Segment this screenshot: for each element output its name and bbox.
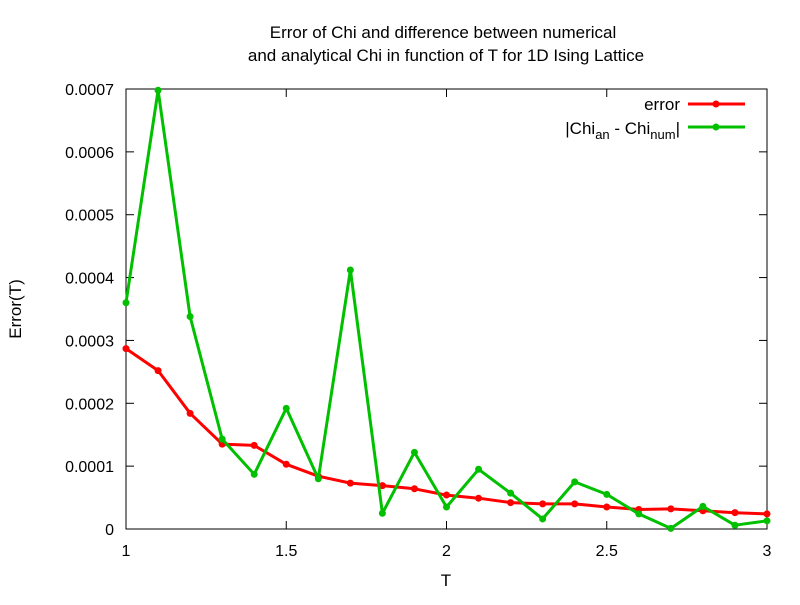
y-tick-label: 0.0006 — [65, 145, 114, 162]
legend-part-sub-num: num — [650, 127, 675, 142]
legend-label-chi-diff: |Chian - Chinum| — [565, 119, 680, 142]
legend-entry-chi-diff: |Chian - Chinum| — [565, 119, 745, 142]
data-point — [475, 494, 483, 502]
x-tick-label: 1 — [122, 543, 131, 560]
data-point — [763, 510, 771, 518]
x-tick-label: 3 — [763, 543, 772, 560]
data-point — [699, 502, 707, 510]
legend-marker-error — [712, 100, 720, 108]
legend-part-open: |Chi — [565, 119, 595, 138]
y-axis-ticks: 0 0.0001 0.0002 0.0003 0.0004 0.0005 0.0006 0.0… — [65, 82, 767, 539]
data-point — [154, 86, 162, 94]
data-point — [731, 509, 739, 517]
x-tick-label: 1.5 — [275, 543, 297, 560]
data-point — [635, 510, 643, 518]
legend-part-sub-an: an — [595, 127, 609, 142]
data-point — [186, 313, 194, 321]
legend-part-mid: - Chi — [610, 119, 651, 138]
data-point — [154, 367, 162, 375]
series-layer — [122, 86, 771, 532]
legend-label-error: error — [644, 95, 680, 114]
data-point — [443, 491, 450, 499]
data-point — [571, 500, 579, 508]
data-point — [731, 521, 739, 529]
data-point — [539, 515, 547, 523]
data-point — [186, 409, 194, 417]
x-axis-ticks: 1 1.5 2 2.5 3 — [122, 89, 772, 560]
data-point — [378, 482, 386, 490]
data-point — [122, 299, 130, 307]
y-tick-label: 0.0001 — [65, 459, 114, 476]
data-point — [603, 490, 611, 498]
data-point — [763, 517, 771, 525]
data-point — [571, 478, 579, 486]
data-point — [410, 448, 418, 456]
data-point — [250, 470, 258, 478]
chart-title-line-2: and analytical Chi in function of T for … — [248, 46, 644, 65]
data-point — [667, 505, 675, 513]
legend: error |Chian - Chinum| — [565, 95, 745, 142]
x-tick-label: 2 — [442, 543, 451, 560]
data-point — [443, 503, 450, 511]
y-tick-label: 0.0007 — [65, 82, 114, 99]
y-tick-label: 0.0002 — [65, 396, 114, 413]
y-tick-label: 0.0004 — [65, 271, 114, 288]
series-line — [124, 88, 768, 530]
plot-frame — [125, 88, 768, 530]
y-tick-label: 0.0003 — [65, 333, 114, 350]
data-point — [282, 460, 290, 468]
y-tick-label: 0.0005 — [65, 208, 114, 225]
data-point — [314, 475, 322, 483]
data-point — [507, 499, 515, 507]
data-point — [282, 404, 290, 412]
legend-marker-chi-diff — [712, 123, 720, 131]
legend-part-close: | — [676, 119, 680, 138]
chart-title-line-1: Error of Chi and difference between nume… — [270, 23, 616, 42]
data-point — [218, 435, 226, 443]
data-point — [122, 345, 130, 353]
data-point — [378, 509, 386, 517]
x-axis-label: T — [441, 571, 451, 590]
series-chi-diff — [122, 86, 771, 532]
data-point — [667, 524, 675, 532]
data-point — [250, 441, 258, 449]
legend-entry-error: error — [644, 95, 745, 114]
data-point — [507, 489, 515, 497]
data-point — [346, 479, 354, 487]
x-tick-label: 2.5 — [596, 543, 618, 560]
data-point — [410, 485, 418, 493]
data-point — [603, 503, 611, 511]
y-axis-label: Error(T) — [6, 279, 25, 338]
data-point — [539, 500, 547, 508]
series-line — [125, 347, 768, 516]
data-point — [346, 266, 354, 274]
y-tick-label: 0 — [105, 522, 114, 539]
data-point — [475, 465, 483, 473]
